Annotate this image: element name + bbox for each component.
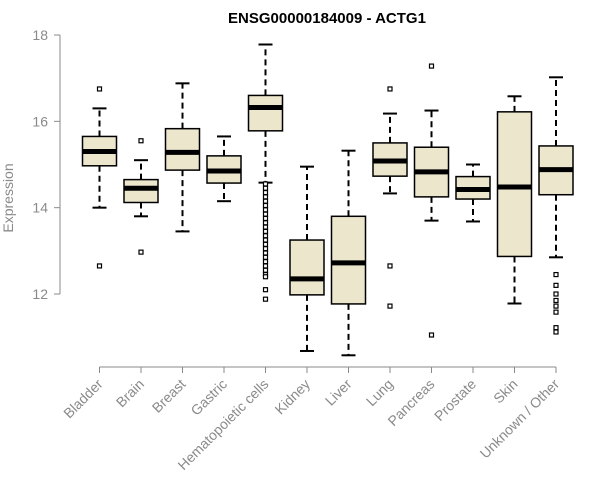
outlier-point	[387, 86, 393, 92]
outlier-point	[138, 138, 144, 144]
outlier-point	[96, 86, 103, 92]
outlier-point	[262, 241, 269, 247]
y-tick-label: 14	[32, 200, 48, 216]
outlier-point	[262, 259, 269, 265]
y-tick-label: 16	[32, 113, 48, 129]
outlier-point	[262, 207, 269, 213]
outlier-point	[262, 198, 269, 204]
outlier-point	[262, 287, 269, 293]
outlier-point	[553, 309, 559, 315]
y-axis-label: Expression	[0, 163, 16, 232]
outlier-point	[262, 202, 269, 209]
outlier-point	[553, 282, 559, 288]
y-tick-label: 18	[32, 27, 48, 43]
outlier-point	[428, 332, 435, 338]
box-group	[372, 86, 408, 309]
outlier-point	[262, 228, 269, 235]
box-group	[330, 149, 367, 357]
outlier-point	[553, 271, 559, 278]
x-tick-label: Liver	[322, 376, 355, 409]
outlier-point	[262, 267, 269, 273]
outlier-point	[262, 220, 269, 226]
x-tick-label: Lung	[363, 376, 396, 409]
outlier-point	[262, 246, 269, 252]
x-tick-label: Kidney	[272, 376, 314, 418]
outlier-point	[553, 303, 559, 309]
box-iqr	[247, 94, 284, 132]
outlier-point	[262, 181, 269, 187]
outlier-point	[262, 224, 269, 230]
box-group	[81, 86, 118, 269]
y-tick-label: 12	[32, 286, 48, 302]
outlier-point	[262, 296, 269, 302]
box-group	[206, 135, 242, 203]
outlier-point	[262, 237, 269, 243]
outlier-point	[262, 254, 269, 260]
box-group	[538, 76, 574, 335]
outlier-point	[553, 325, 559, 331]
box-iqr	[496, 111, 533, 258]
outlier-point	[262, 185, 269, 191]
outlier-point	[262, 274, 269, 280]
x-tick-label: Breast	[149, 376, 189, 416]
box-iqr	[289, 239, 325, 296]
x-tick-label: Skin	[490, 376, 521, 407]
x-tick-label: Prostate	[431, 376, 479, 424]
box-iqr	[123, 178, 159, 204]
box-group	[455, 163, 491, 223]
box-iqr	[164, 127, 201, 171]
outlier-point	[262, 189, 269, 196]
box-group	[123, 138, 159, 255]
boxes	[81, 43, 574, 357]
outlier-point	[387, 303, 393, 309]
chart-title: ENSG00000184009 - ACTG1	[228, 10, 426, 27]
box-group	[164, 82, 201, 233]
box-group	[496, 95, 533, 305]
x-tick-label: Unknown / Other	[477, 376, 563, 462]
outlier-point	[553, 291, 559, 297]
outlier-point	[262, 211, 269, 217]
y-axis: 12 14 16 18	[32, 27, 61, 302]
box-group	[413, 63, 450, 338]
outlier-point	[553, 329, 559, 335]
outlier-point	[387, 263, 393, 269]
outlier-point	[262, 263, 269, 269]
box-group	[247, 43, 284, 302]
box-group	[289, 165, 325, 352]
outlier-point	[262, 215, 269, 222]
outlier-point	[96, 263, 103, 269]
outlier-point	[262, 194, 269, 200]
outlier-point	[262, 233, 269, 239]
box-iqr	[330, 215, 367, 305]
outlier-point	[553, 297, 559, 304]
outlier-point	[428, 63, 435, 69]
x-tick-label: Brain	[113, 376, 147, 410]
x-tick-label: Bladder	[60, 376, 106, 422]
outlier-point	[262, 250, 269, 256]
outlier-point	[138, 249, 144, 255]
